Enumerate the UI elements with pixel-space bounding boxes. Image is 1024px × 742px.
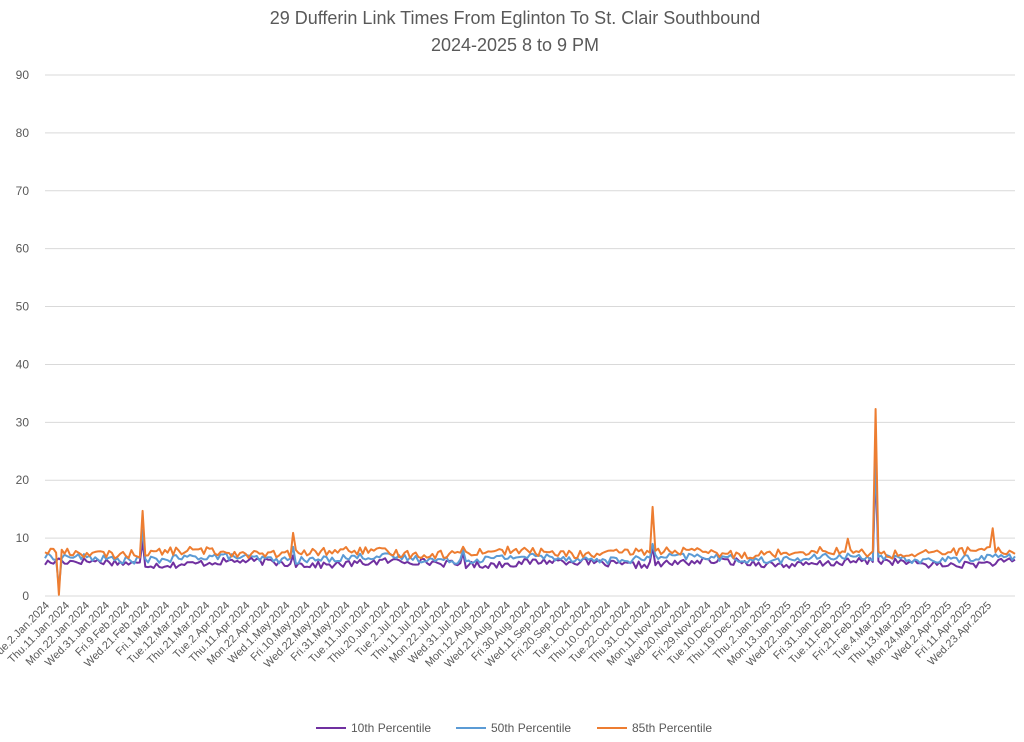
legend-label-10th-percentile: 10th Percentile: [351, 721, 431, 735]
series-lines: [44, 408, 1016, 596]
legend-label-50th-percentile: 50th Percentile: [491, 721, 571, 735]
series-line-50th-percentile: [44, 456, 1016, 589]
legend-label-85th-percentile: 85th Percentile: [632, 721, 712, 735]
chart-subtitle: 2024-2025 8 to 9 PM: [431, 35, 599, 55]
y-tick-label: 30: [16, 415, 30, 429]
x-axis-ticks: Tue.2.Jan.2024Thu.11.Jan.2024Mon.22.Jan.…: [0, 600, 994, 671]
series-line-10th-percentile: [44, 467, 1016, 570]
y-tick-label: 70: [16, 184, 30, 198]
y-tick-label: 60: [16, 242, 30, 256]
y-tick-label: 80: [16, 126, 30, 140]
series-line-85th-percentile: [44, 408, 1016, 596]
y-tick-label: 90: [16, 68, 30, 82]
y-axis-ticks: 0 10 20 30 40 50 60 70 80 90: [16, 68, 30, 603]
y-tick-label: 20: [16, 473, 30, 487]
chart-title: 29 Dufferin Link Times From Eglinton To …: [270, 8, 761, 28]
gridlines: [45, 74, 1015, 597]
y-tick-label: 50: [16, 300, 30, 314]
y-tick-label: 0: [22, 589, 29, 603]
y-tick-label: 40: [16, 357, 30, 371]
legend: 10th Percentile 50th Percentile 85th Perce…: [316, 721, 712, 735]
y-tick-label: 10: [16, 531, 30, 545]
